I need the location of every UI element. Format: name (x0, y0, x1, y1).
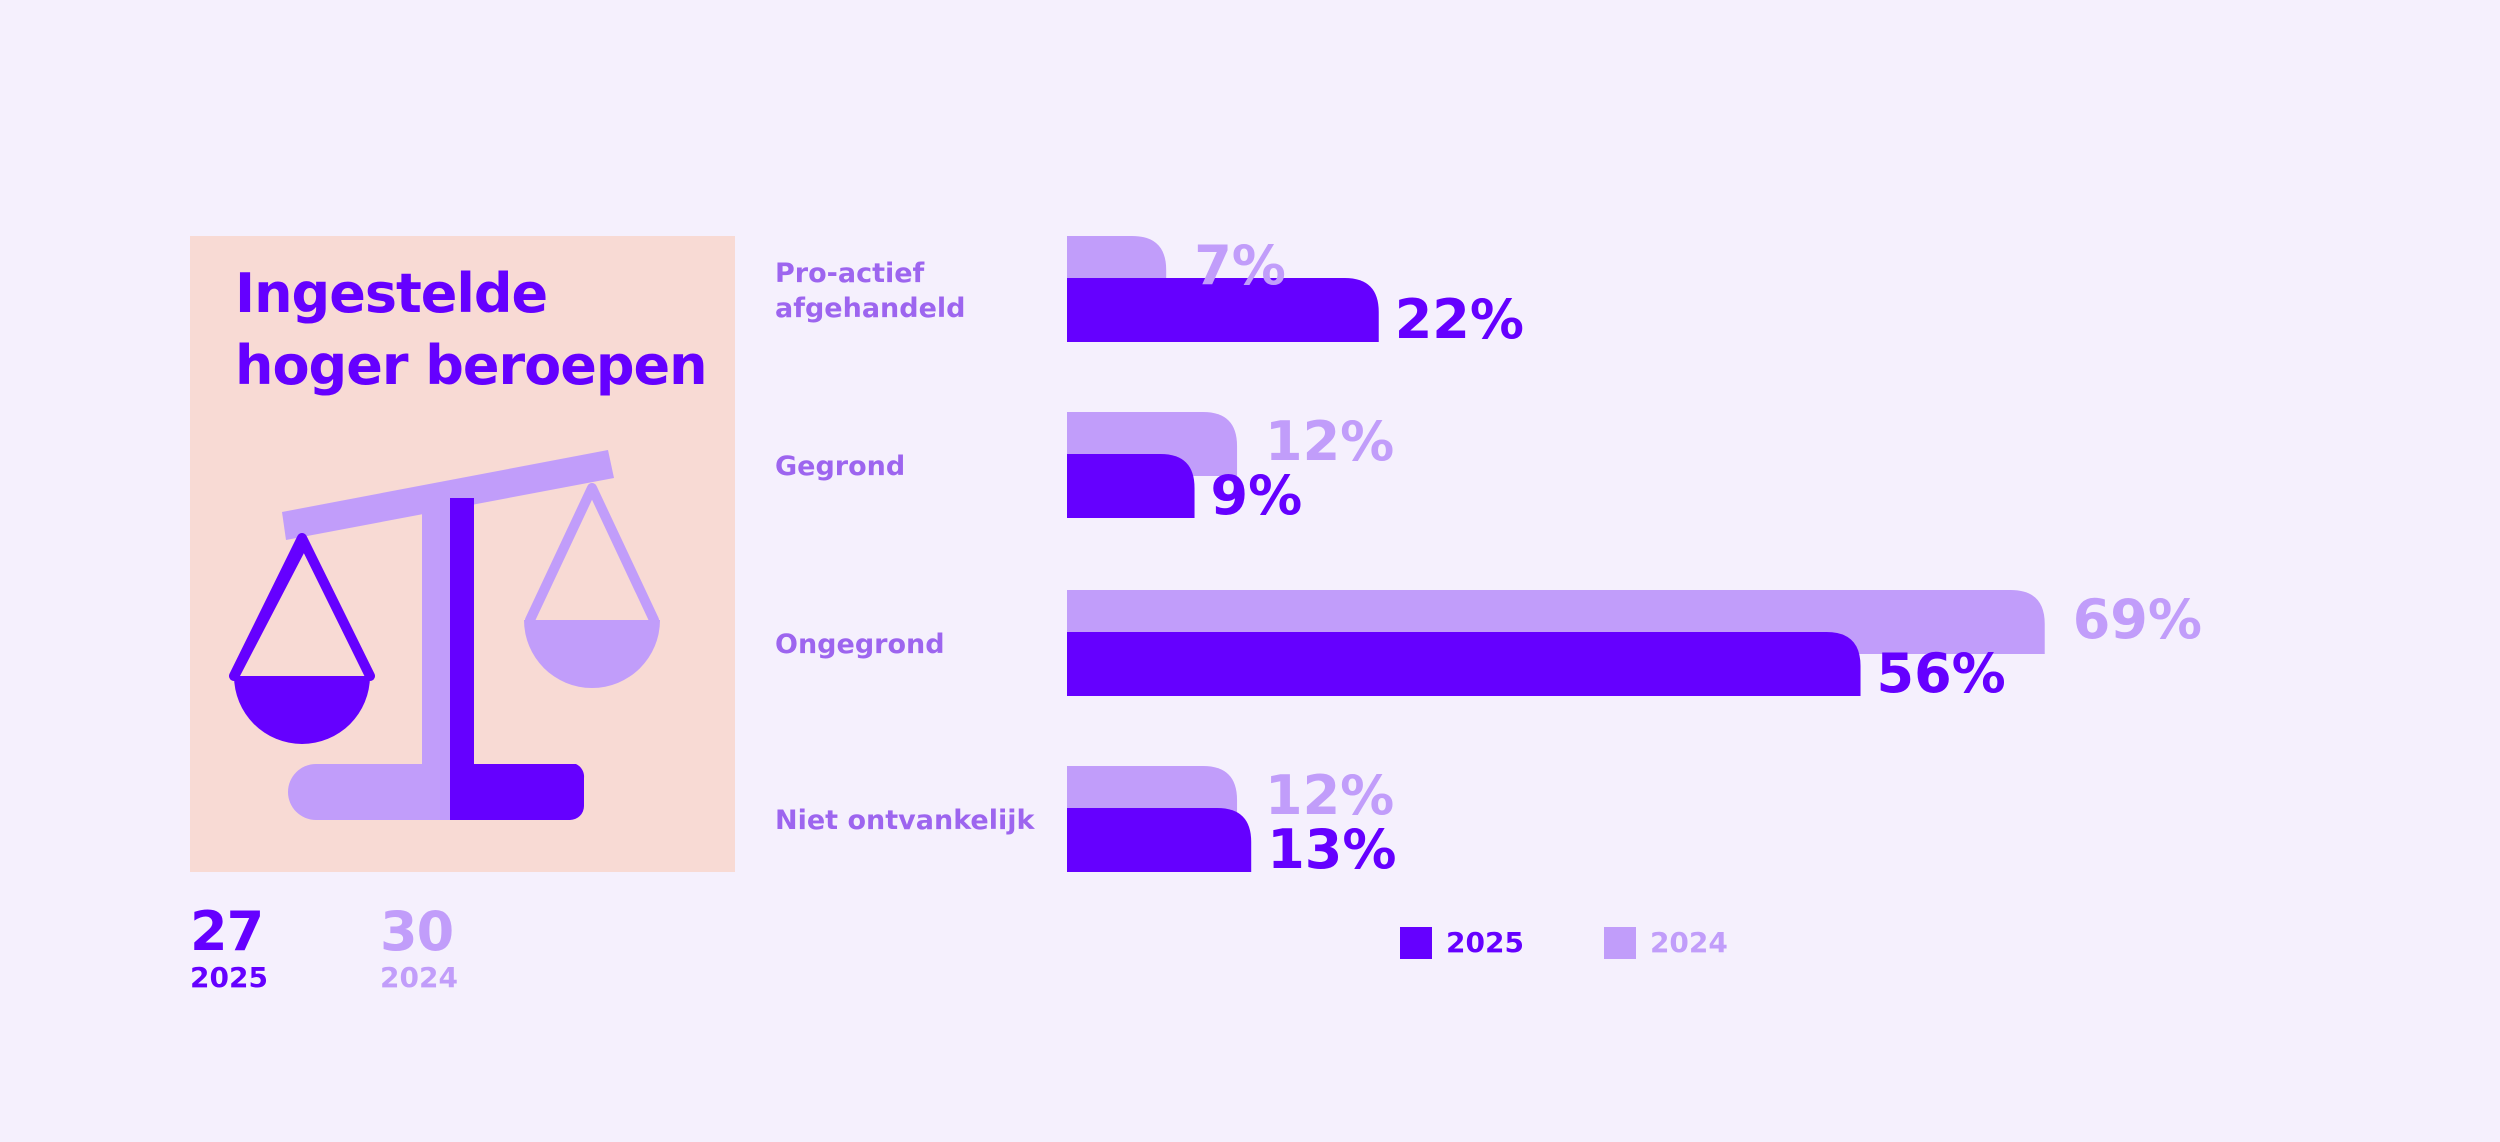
category-label-2-0: Ongegrond (775, 629, 945, 660)
category-label-0-0: Pro-actief (775, 258, 925, 289)
legend-item-2024: 2024 (1603, 926, 1728, 959)
total-2024-year: 2024 (380, 961, 458, 994)
total-2025-year: 2025 (190, 961, 268, 994)
bar-2025-3 (1067, 808, 1252, 872)
legend-swatch-2024 (1603, 926, 1636, 959)
total-2025-value: 27 (190, 900, 264, 963)
panel-title-line-2: hoger beroepen (235, 334, 708, 397)
total-2024-value: 30 (380, 900, 454, 963)
scales-of-justice-icon (229, 450, 660, 820)
value-label-2024-0: 7% (1194, 234, 1286, 297)
legend-label-2024: 2024 (1649, 926, 1728, 959)
value-label-2024-1: 12% (1265, 410, 1394, 473)
scale-base-light (288, 764, 450, 820)
value-label-2024-3: 12% (1265, 764, 1394, 827)
right-pan-bowl (524, 620, 660, 688)
scale-base-dark (450, 764, 585, 820)
value-label-2024-2: 69% (2073, 588, 2202, 651)
scale-pillar-dark (450, 498, 474, 814)
bar-2025-0 (1067, 278, 1379, 342)
bar-2025-2 (1067, 632, 1861, 696)
legend-swatch-2025 (1400, 926, 1432, 959)
category-label-3-0: Niet ontvankelijk (775, 805, 1035, 836)
illustration-panel: Ingestelde hoger beroepen (190, 236, 735, 872)
value-label-2025-2: 56% (1877, 642, 2006, 705)
legend-item-2025: 2025 (1400, 926, 1524, 959)
value-label-2025-3: 13% (1267, 818, 1396, 881)
total-2025: 27 2025 (190, 902, 268, 994)
chart-legend: 2025 2024 (1400, 926, 1808, 959)
value-label-2025-1: 9% (1211, 464, 1303, 527)
left-pan-bowl (234, 676, 370, 744)
total-2024: 30 2024 (380, 902, 458, 994)
scale-pillar-light (422, 498, 450, 814)
category-label-0-1: afgehandeld (775, 293, 966, 324)
panel-title-line-1: Ingestelde (235, 262, 548, 325)
value-label-2025-0: 22% (1395, 288, 1524, 351)
panel-title: Ingestelde hoger beroepen (235, 258, 715, 402)
scale-beam (282, 450, 614, 540)
category-label-1-0: Gegrond (775, 451, 905, 482)
legend-label-2025: 2025 (1446, 926, 1524, 959)
bar-2025-1 (1067, 454, 1195, 518)
